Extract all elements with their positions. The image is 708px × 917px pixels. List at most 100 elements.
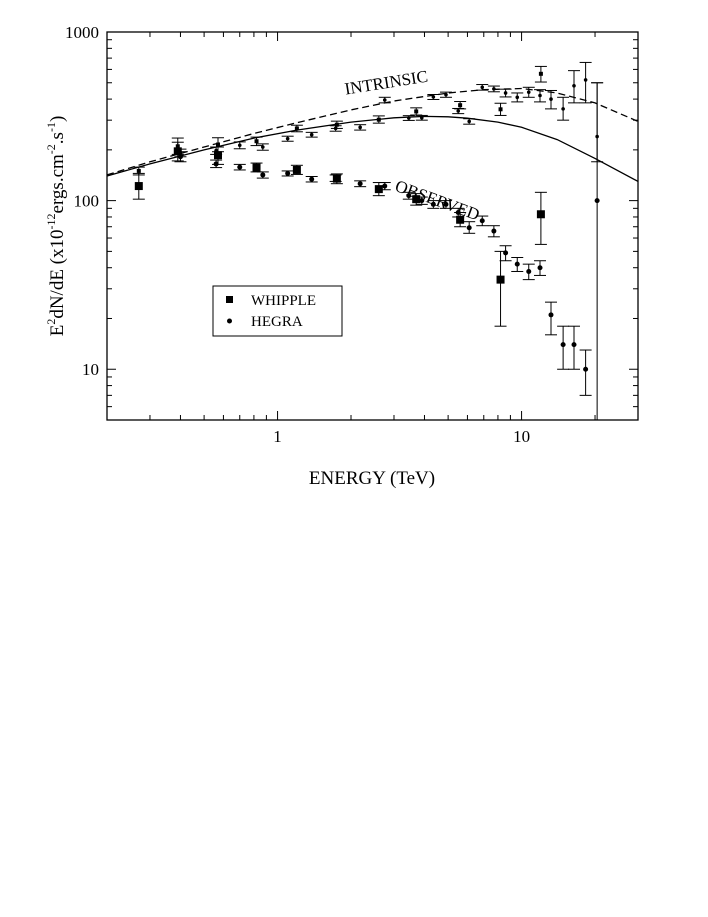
hegra-intrinsic-point bbox=[444, 92, 448, 97]
whipple-observed-point bbox=[412, 195, 421, 204]
x-tick-label: 10 bbox=[513, 427, 530, 446]
y-label-part-7: -1 bbox=[44, 122, 58, 132]
hegra-intrinsic-point bbox=[549, 97, 553, 101]
x-tick-label: 1 bbox=[273, 427, 282, 446]
whipple-intrinsic-point bbox=[458, 103, 463, 108]
hegra-observed-point bbox=[260, 172, 266, 178]
hegra-intrinsic-point bbox=[480, 85, 485, 90]
hegra-intrinsic-point bbox=[595, 134, 599, 139]
y-label-part-5: -2 bbox=[44, 144, 58, 154]
hegra-intrinsic-point bbox=[333, 126, 338, 131]
data-points bbox=[132, 61, 604, 421]
whipple-observed-point bbox=[456, 215, 465, 224]
y-label-part-2: dN/dE (x10 bbox=[47, 229, 68, 318]
hegra-observed-point bbox=[455, 210, 461, 216]
y-label-part-4: ergs.cm bbox=[47, 154, 68, 213]
y-label-part-0: E bbox=[47, 325, 68, 337]
hegra-observed-point bbox=[491, 228, 497, 234]
whipple-observed-point bbox=[496, 275, 505, 284]
hegra-intrinsic-point bbox=[492, 87, 496, 91]
whipple-observed-point bbox=[252, 163, 261, 172]
y-axis-label: E2dN/dE (x10-12ergs.cm-2.s-1) bbox=[44, 116, 68, 337]
hegra-intrinsic-point bbox=[285, 136, 290, 141]
whipple-intrinsic-point bbox=[175, 144, 180, 149]
whipple-intrinsic-point bbox=[498, 107, 503, 112]
hegra-intrinsic-point bbox=[515, 95, 520, 100]
hegra-intrinsic-point bbox=[538, 93, 542, 98]
hegra-intrinsic-point bbox=[214, 148, 218, 153]
hegra-observed-point bbox=[237, 164, 243, 170]
hegra-intrinsic-point bbox=[456, 109, 461, 113]
legend: WHIPPLE HEGRA bbox=[212, 285, 343, 337]
hegra-observed-point bbox=[357, 181, 363, 187]
hegra-intrinsic-point bbox=[261, 145, 265, 149]
y-label-part-1: 2 bbox=[44, 319, 58, 325]
plot-frame bbox=[106, 31, 639, 421]
intrinsic-fit-dashed bbox=[106, 87, 639, 176]
annotation-observed: OBSERVED bbox=[393, 176, 483, 224]
hegra-intrinsic-point bbox=[431, 95, 436, 99]
hegra-observed-point bbox=[309, 176, 315, 182]
hegra-observed-point bbox=[382, 183, 388, 189]
hegra-intrinsic-point bbox=[406, 116, 411, 120]
y-tick-label: 100 bbox=[74, 192, 100, 211]
whipple-intrinsic-point bbox=[136, 168, 141, 173]
hegra-intrinsic-point bbox=[526, 90, 531, 94]
hegra-observed-point bbox=[466, 225, 472, 231]
hegra-intrinsic-point bbox=[503, 91, 508, 95]
whipple-intrinsic-point bbox=[334, 122, 339, 127]
hegra-intrinsic-point bbox=[572, 83, 576, 88]
whipple-intrinsic-point bbox=[254, 139, 259, 144]
legend-box bbox=[212, 285, 343, 337]
whipple-observed-point bbox=[536, 210, 545, 219]
hegra-intrinsic-point bbox=[237, 143, 242, 148]
whipple-observed-point bbox=[134, 182, 143, 191]
whipple-observed-point bbox=[213, 151, 222, 160]
y-label-part-6: .s bbox=[47, 132, 68, 144]
hegra-observed-point bbox=[548, 312, 554, 318]
hegra-observed-point bbox=[537, 265, 543, 271]
hegra-intrinsic-point bbox=[583, 78, 588, 82]
hegra-observed-point bbox=[503, 250, 509, 256]
tick-labels: 1 10 10 100 1000 bbox=[65, 23, 530, 446]
hegra-observed-point bbox=[213, 161, 219, 167]
legend-hegra-marker bbox=[227, 318, 232, 324]
hegra-intrinsic-point bbox=[382, 98, 387, 102]
whipple-intrinsic-point bbox=[538, 71, 543, 76]
legend-hegra-label: HEGRA bbox=[251, 314, 303, 330]
hegra-observed-point bbox=[419, 198, 425, 204]
curve-annotations: INTRINSIC OBSERVED bbox=[343, 67, 482, 225]
whipple-intrinsic-point bbox=[215, 142, 220, 147]
hegra-observed-point bbox=[479, 218, 485, 224]
axis-ticks bbox=[106, 31, 639, 421]
whipple-intrinsic-point bbox=[294, 126, 299, 131]
hegra-intrinsic-point bbox=[419, 115, 424, 120]
hegra-intrinsic-point bbox=[309, 132, 314, 137]
hegra-observed-point bbox=[526, 268, 532, 274]
hegra-observed-point bbox=[583, 366, 589, 372]
y-label-part-8: ) bbox=[47, 116, 68, 122]
intrinsic-fit-solid bbox=[106, 115, 639, 182]
y-tick-label: 1000 bbox=[65, 23, 99, 42]
hegra-observed-point bbox=[333, 175, 339, 181]
fit-curves bbox=[106, 87, 639, 182]
whipple-observed-point bbox=[292, 165, 301, 174]
legend-whipple-marker bbox=[226, 296, 233, 303]
x-axis-label: ENERGY (TeV) bbox=[309, 468, 435, 489]
y-label-part-3: -12 bbox=[44, 213, 58, 229]
hegra-intrinsic-point bbox=[178, 151, 183, 155]
whipple-intrinsic-point bbox=[414, 109, 419, 114]
hegra-observed-point bbox=[430, 201, 436, 207]
hegra-observed-point bbox=[594, 198, 600, 204]
whipple-observed-point bbox=[374, 185, 383, 194]
annotation-intrinsic: INTRINSIC bbox=[343, 67, 429, 99]
hegra-observed-point bbox=[514, 261, 520, 267]
hegra-observed-point bbox=[571, 342, 577, 348]
hegra-observed-point bbox=[560, 342, 566, 348]
whipple-intrinsic-point bbox=[376, 117, 381, 122]
hegra-intrinsic-point bbox=[561, 107, 565, 111]
hegra-observed-point bbox=[285, 170, 291, 176]
y-tick-label: 10 bbox=[82, 360, 99, 379]
legend-whipple-label: WHIPPLE bbox=[251, 293, 316, 309]
